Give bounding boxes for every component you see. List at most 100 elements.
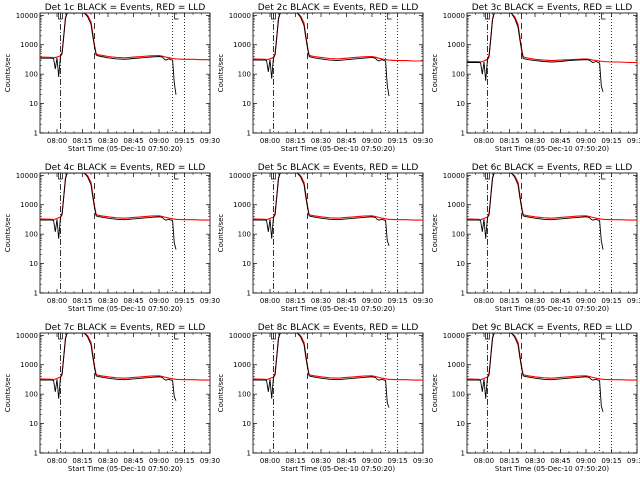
y-tick-label: 10000	[229, 332, 251, 340]
x-tick-label: 08:45	[336, 137, 356, 145]
x-tick-label: 08:15	[285, 297, 305, 305]
x-axis-label: Start Time (05-Dec-10 07:50:20)	[495, 145, 609, 153]
bracket-marker	[174, 173, 179, 180]
x-axis-label: Start Time (05-Dec-10 07:50:20)	[281, 145, 395, 153]
x-tick-label: 09:00	[362, 297, 382, 305]
x-tick-label: 09:30	[200, 297, 220, 305]
x-tick-label: 08:45	[123, 297, 143, 305]
bracket-marker	[485, 333, 490, 340]
detector-panel-4: Det 4c BLACK = Events, RED = LLD 1 10 100 10…	[4, 163, 220, 313]
y-tick-label: 10	[242, 420, 251, 428]
detector-panel-7: Det 7c BLACK = Events, RED = LLD 1 10 100 10…	[4, 323, 220, 473]
bracket-marker	[601, 13, 606, 20]
bracket-marker	[271, 13, 276, 20]
y-tick-label: 1000	[233, 361, 251, 369]
x-axis-label: Start Time (05-Dec-10 07:50:20)	[495, 465, 609, 473]
x-axis-label: Start Time (05-Dec-10 07:50:20)	[68, 145, 182, 153]
bracket-marker	[58, 173, 63, 180]
x-tick-label: 09:00	[576, 137, 596, 145]
x-tick-label: 09:30	[627, 297, 640, 305]
x-tick-label: 09:00	[149, 297, 169, 305]
y-tick-label: 10000	[16, 172, 38, 180]
y-tick-label: 100	[25, 231, 38, 239]
series-group	[467, 13, 637, 93]
series-line-events	[467, 173, 604, 250]
panel-title: Det 9c BLACK = Events, RED = LLD	[472, 323, 633, 333]
detector-panel-6: Det 6c BLACK = Events, RED = LLD 1 10 100 10…	[431, 163, 640, 313]
panel-title: Det 8c BLACK = Events, RED = LLD	[258, 323, 419, 333]
detector-panel-5: Det 5c BLACK = Events, RED = LLD 1 10 100 10…	[217, 163, 433, 313]
series-group	[467, 173, 637, 250]
y-tick-label: 100	[452, 231, 465, 239]
x-tick-label: 09:15	[387, 137, 407, 145]
x-tick-label: 08:00	[474, 297, 494, 305]
x-axis-label: Start Time (05-Dec-10 07:50:20)	[68, 465, 182, 473]
detector-panel-3: Det 3c BLACK = Events, RED = LLD 1 10 100 10…	[431, 3, 640, 153]
y-tick-label: 1000	[447, 41, 465, 49]
x-axis-label: Start Time (05-Dec-10 07:50:20)	[281, 465, 395, 473]
series-group	[467, 333, 637, 413]
panel-title: Det 3c BLACK = Events, RED = LLD	[472, 3, 633, 13]
series-line-events	[40, 333, 177, 401]
x-tick-label: 08:15	[72, 137, 92, 145]
y-axis-label: Counts/sec	[431, 374, 439, 413]
detector-panel-2: Det 2c BLACK = Events, RED = LLD 1 10 100 10…	[217, 3, 433, 153]
x-tick-label: 08:00	[474, 137, 494, 145]
y-tick-label: 1	[461, 130, 465, 138]
y-axis-label: Counts/sec	[217, 214, 225, 253]
x-tick-label: 08:00	[47, 297, 67, 305]
x-tick-label: 09:15	[174, 457, 194, 465]
series-line-events	[467, 13, 604, 93]
bracket-marker	[601, 173, 606, 180]
y-tick-label: 1	[34, 130, 38, 138]
series-line-events	[40, 13, 177, 95]
x-tick-label: 08:45	[123, 457, 143, 465]
x-tick-label: 08:45	[123, 137, 143, 145]
y-axis-label: Counts/sec	[217, 54, 225, 93]
x-tick-label: 08:30	[311, 457, 331, 465]
x-tick-label: 09:30	[627, 457, 640, 465]
x-tick-label: 09:15	[387, 457, 407, 465]
y-tick-label: 1	[34, 290, 38, 298]
x-tick-label: 08:15	[499, 297, 519, 305]
y-tick-label: 1	[247, 130, 251, 138]
series-group	[40, 173, 210, 250]
x-tick-label: 08:00	[474, 457, 494, 465]
y-axis-label: Counts/sec	[217, 374, 225, 413]
y-tick-label: 1000	[447, 361, 465, 369]
y-tick-label: 10000	[443, 172, 465, 180]
x-tick-label: 09:00	[149, 137, 169, 145]
x-tick-label: 08:30	[525, 297, 545, 305]
x-tick-label: 08:15	[72, 457, 92, 465]
x-tick-label: 08:30	[98, 297, 118, 305]
bracket-marker	[387, 173, 392, 180]
y-tick-label: 10	[242, 260, 251, 268]
detector-panel-8: Det 8c BLACK = Events, RED = LLD 1 10 100 10…	[217, 323, 433, 473]
y-tick-label: 1000	[233, 41, 251, 49]
panel-title: Det 7c BLACK = Events, RED = LLD	[45, 323, 206, 333]
y-tick-label: 10	[29, 100, 38, 108]
y-tick-label: 10000	[443, 12, 465, 20]
panel-title: Det 2c BLACK = Events, RED = LLD	[258, 3, 419, 13]
y-tick-label: 1000	[20, 361, 38, 369]
series-group	[253, 13, 423, 97]
x-tick-label: 08:15	[499, 457, 519, 465]
y-tick-label: 100	[452, 71, 465, 79]
y-tick-label: 10	[456, 100, 465, 108]
x-tick-label: 09:15	[601, 297, 621, 305]
y-tick-label: 10	[29, 420, 38, 428]
series-line-events	[253, 13, 390, 97]
x-tick-label: 08:30	[311, 137, 331, 145]
x-tick-label: 09:30	[413, 297, 433, 305]
y-tick-label: 1000	[447, 201, 465, 209]
bracket-marker	[271, 173, 276, 180]
x-tick-label: 09:30	[413, 457, 433, 465]
x-tick-label: 08:30	[525, 137, 545, 145]
detector-panel-9: Det 9c BLACK = Events, RED = LLD 1 10 100 10…	[431, 323, 640, 473]
y-tick-label: 100	[25, 71, 38, 79]
x-tick-label: 08:15	[285, 457, 305, 465]
x-tick-label: 08:30	[525, 457, 545, 465]
y-tick-label: 1	[461, 290, 465, 298]
